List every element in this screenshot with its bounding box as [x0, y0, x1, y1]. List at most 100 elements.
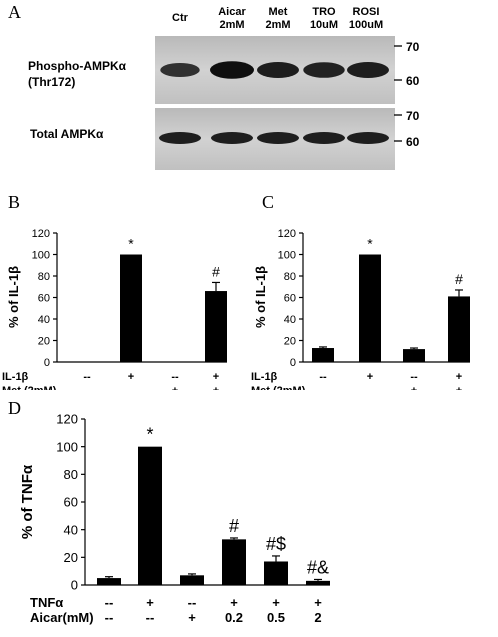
- panel-c-ytick-label: 120: [278, 228, 296, 240]
- panel-c-condition-label: IL-1β: [251, 371, 278, 383]
- chart-panel-b: % of IL-1β 0 20 40 60 80 100 120 * # IL-1β -- + -- + Me…: [2, 228, 227, 390]
- chart-panel-c: % of IL-1β 0 20 40 60 80 100 120 * # IL-1β -- + -- + Me…: [251, 228, 470, 390]
- panel-b-bar: [120, 254, 142, 362]
- band-total-lane-2: [211, 132, 253, 144]
- panel-d-condition-value: +: [314, 595, 322, 610]
- panel-c-bar: [448, 296, 470, 362]
- mw-marker-60-top: 60: [406, 74, 420, 88]
- panel-d-ytick-label: 80: [64, 467, 78, 482]
- panel-d-condition-value: --: [105, 610, 114, 625]
- panel-d-bar: [138, 446, 162, 585]
- band-phospho-lane-1: [160, 63, 200, 77]
- panel-b-condition-value: --: [171, 371, 179, 383]
- mw-marker-60-bottom: 60: [406, 135, 420, 149]
- panel-c-ytick-label: 60: [284, 292, 296, 304]
- panel-c-ytick-label: 80: [284, 271, 296, 283]
- mw-marker-70-top: 70: [406, 40, 420, 54]
- panel-d-bar: [222, 539, 246, 585]
- panel-b-condition-label: Met (2mM): [2, 385, 57, 390]
- band-total-lane-5: [347, 132, 389, 144]
- western-blot: 70 60 70 60: [155, 36, 420, 170]
- panel-d-ytick-label: 40: [64, 522, 78, 537]
- lane-label-ctr: Ctr: [172, 12, 188, 24]
- panel-d-condition-value: +: [146, 595, 154, 610]
- panel-d-condition-value: +: [188, 610, 196, 625]
- panel-b-ytick-label: 60: [38, 292, 50, 304]
- band-phospho-lane-4: [303, 62, 345, 78]
- panel-b-letter: B: [8, 192, 21, 212]
- panel-d-ytick-label: 120: [56, 412, 78, 427]
- band-total-lane-1: [159, 132, 201, 144]
- panel-d-bar: [306, 580, 330, 585]
- panel-d-condition-label: TNFα: [30, 595, 63, 610]
- panel-d-ytick-label: 0: [71, 578, 78, 593]
- panel-c-bar: [403, 349, 425, 362]
- panel-d-condition-value: --: [188, 595, 197, 610]
- panel-d-ytick-label: 100: [56, 439, 78, 454]
- panel-c-annotation: #: [455, 271, 463, 287]
- panel-c-bar: [312, 348, 334, 362]
- panel-d-annotation: #: [229, 516, 239, 536]
- panel-c-condition-value: --: [319, 385, 327, 390]
- panel-a-letter: A: [8, 2, 21, 22]
- panel-d-condition-value: 0.2: [225, 610, 243, 625]
- panel-d-bar: [97, 578, 121, 585]
- panel-c-ytick-label: 40: [284, 314, 296, 326]
- panel-b-condition-value: +: [213, 385, 219, 390]
- panel-d-ytick-label: 20: [64, 550, 78, 565]
- panel-b-condition-value: --: [83, 385, 91, 390]
- panel-b-condition-value: +: [172, 385, 178, 390]
- panel-d-condition-label: Aicar(mM): [30, 610, 94, 625]
- panel-b-ytick-label: 80: [38, 271, 50, 283]
- panel-c-condition-value: --: [366, 385, 374, 390]
- blot-label-phospho: Phospho-AMPKα (Thr172): [28, 59, 127, 89]
- band-phospho-lane-3: [257, 62, 299, 78]
- panel-b-annotation: *: [128, 236, 134, 252]
- panel-c-bar: [359, 254, 381, 362]
- panel-b-condition-value: +: [213, 371, 219, 383]
- band-phospho-lane-2: [210, 61, 254, 79]
- panel-b-ytick-label: 20: [38, 335, 50, 347]
- panel-b-annotation: #: [212, 263, 220, 279]
- panel-d-condition-value: --: [146, 610, 155, 625]
- band-total-lane-3: [257, 132, 299, 144]
- panel-d-letter: D: [8, 398, 21, 418]
- panel-d-condition-value: --: [105, 595, 114, 610]
- lane-label-aicar: Aicar 2mM: [218, 6, 246, 31]
- panel-d-ylabel: % of TNFα: [19, 464, 36, 539]
- mw-marker-70-bottom: 70: [406, 109, 420, 123]
- panel-d-condition-value: 2: [314, 610, 321, 625]
- panel-c-ylabel: % of IL-1β: [253, 266, 268, 328]
- panel-c-condition-value: --: [410, 371, 418, 383]
- panel-b-ytick-label: 100: [32, 249, 50, 261]
- lane-label-tro: TRO 10uM: [309, 6, 339, 31]
- panel-b-condition-value: --: [127, 385, 135, 390]
- panel-c-ytick-label: 100: [278, 249, 296, 261]
- panel-d-condition-value: 0.5: [267, 610, 285, 625]
- panel-b-ylabel: % of IL-1β: [6, 266, 21, 328]
- panel-c-letter: C: [262, 192, 275, 212]
- panel-c-ytick-label: 20: [284, 335, 296, 347]
- panel-b-condition-value: +: [128, 371, 134, 383]
- panel-b-ytick-label: 120: [32, 228, 50, 240]
- panel-d-condition-value: +: [230, 595, 238, 610]
- band-total-lane-4: [303, 132, 345, 144]
- lane-label-rosi: ROSI 100uM: [348, 6, 384, 31]
- panel-d-annotation: #$: [266, 534, 286, 554]
- panel-c-condition-value: +: [411, 385, 417, 390]
- lane-label-met: Met 2mM: [265, 6, 291, 31]
- panel-c-condition-value: +: [367, 371, 373, 383]
- panel-b-ytick-label: 0: [44, 357, 50, 369]
- band-phospho-lane-5: [347, 62, 389, 78]
- panel-c-ytick-label: 0: [290, 357, 296, 369]
- blot-label-total: Total AMPKα: [30, 127, 104, 141]
- panel-b-bar: [205, 291, 227, 362]
- panel-d-annotation: #&: [307, 557, 329, 577]
- panel-d-ytick-label: 60: [64, 495, 78, 510]
- panel-b-condition-value: --: [83, 371, 91, 383]
- panel-d-annotation: *: [146, 425, 153, 445]
- panel-d-condition-value: +: [272, 595, 280, 610]
- panel-d-bar: [180, 575, 204, 585]
- panel-c-condition-value: --: [319, 371, 327, 383]
